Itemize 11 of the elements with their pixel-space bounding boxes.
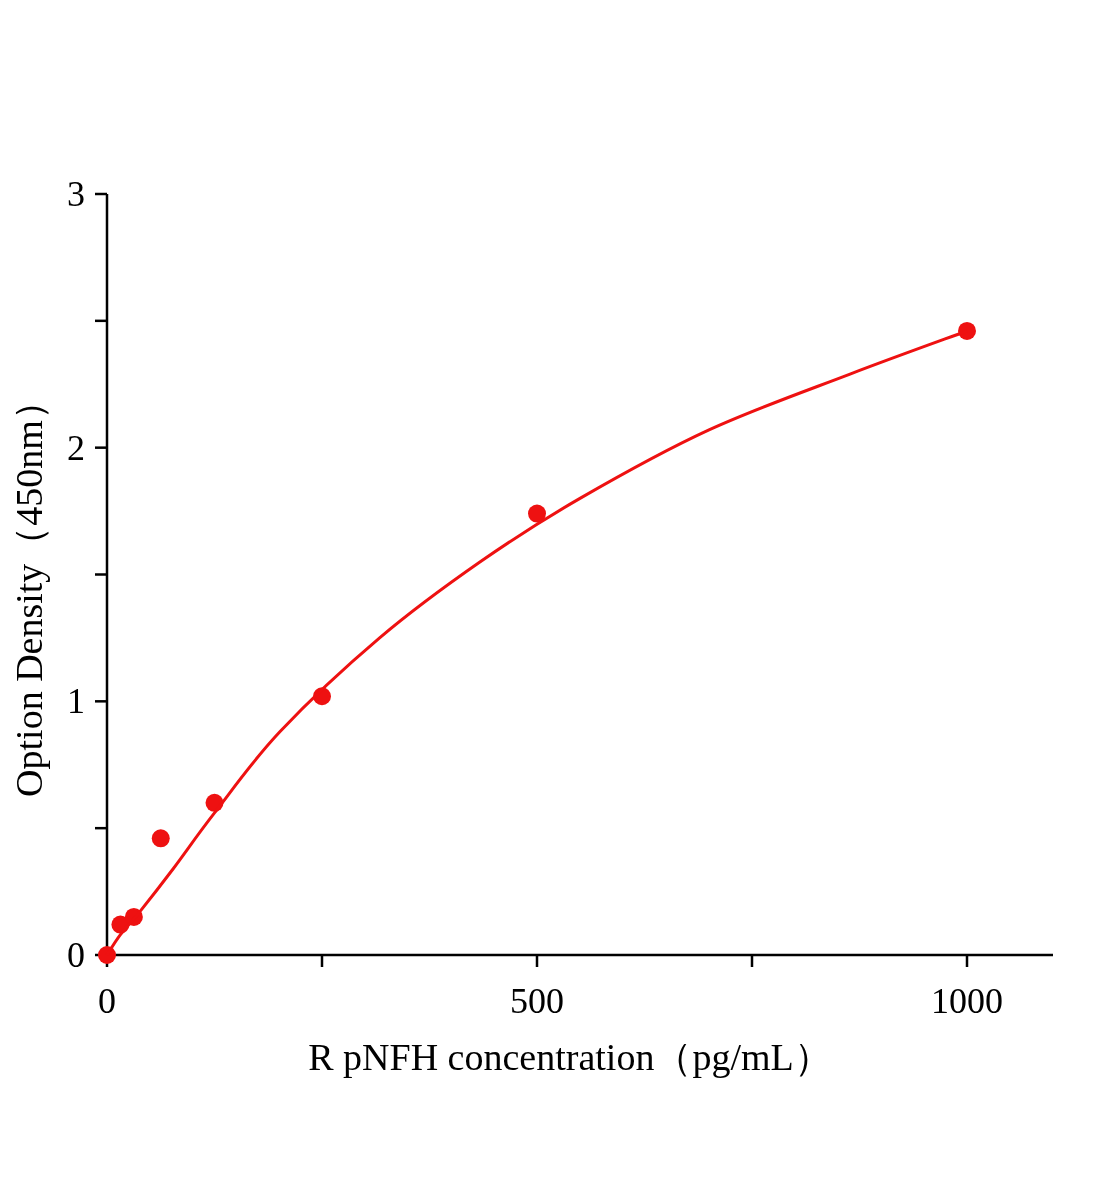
x-axis-title: R pNFH concentration（pg/mL） (308, 1036, 832, 1078)
y-axis-title: Option Density（450nm） (8, 382, 50, 797)
x-tick-label: 0 (98, 981, 116, 1021)
y-tick-label: 3 (67, 174, 85, 214)
point (151, 829, 170, 848)
x-tick-label: 1000 (931, 981, 1003, 1021)
y-tick-label: 1 (67, 681, 85, 722)
y-tick-label: 2 (67, 427, 85, 468)
y-tick-label: 0 (67, 935, 85, 975)
point (528, 504, 546, 523)
x-tick-label: 500 (510, 981, 564, 1021)
